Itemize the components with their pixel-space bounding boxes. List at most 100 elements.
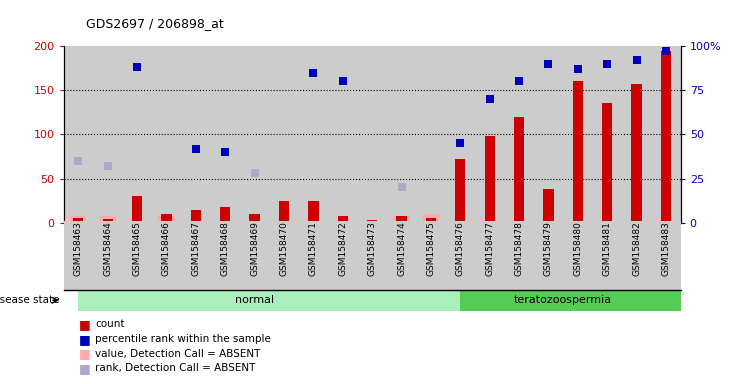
Bar bbox=[563, 46, 592, 223]
Bar bbox=[660, 51, 671, 223]
Text: GDS2697 / 206898_at: GDS2697 / 206898_at bbox=[86, 17, 224, 30]
Bar bbox=[337, 216, 348, 223]
Bar bbox=[460, 290, 696, 311]
Bar bbox=[652, 221, 681, 290]
Bar bbox=[446, 221, 475, 290]
Bar bbox=[102, 219, 113, 223]
Bar bbox=[298, 221, 328, 290]
Text: disease state: disease state bbox=[0, 295, 60, 305]
Text: ■: ■ bbox=[79, 362, 91, 375]
Text: ■: ■ bbox=[79, 347, 91, 360]
Text: GSM158473: GSM158473 bbox=[367, 221, 377, 276]
Bar bbox=[79, 290, 460, 311]
Text: GSM158477: GSM158477 bbox=[485, 221, 494, 276]
Bar bbox=[387, 221, 416, 290]
Bar bbox=[132, 196, 142, 223]
Bar bbox=[328, 46, 358, 223]
Bar bbox=[652, 46, 681, 223]
Bar bbox=[387, 46, 416, 223]
Text: GSM158469: GSM158469 bbox=[250, 221, 259, 276]
Bar bbox=[475, 46, 504, 223]
Bar bbox=[220, 207, 230, 223]
Bar bbox=[396, 216, 407, 223]
Bar bbox=[162, 214, 171, 223]
Bar bbox=[426, 218, 436, 223]
Bar bbox=[249, 214, 260, 223]
Text: GSM158465: GSM158465 bbox=[132, 221, 141, 276]
Bar bbox=[123, 46, 152, 223]
Bar bbox=[485, 136, 495, 223]
Bar bbox=[240, 221, 269, 290]
Bar bbox=[191, 210, 201, 223]
Bar bbox=[269, 221, 298, 290]
Text: GSM158468: GSM158468 bbox=[221, 221, 230, 276]
Bar bbox=[622, 221, 652, 290]
Text: GSM158470: GSM158470 bbox=[280, 221, 289, 276]
Bar bbox=[298, 46, 328, 223]
Text: GSM158466: GSM158466 bbox=[162, 221, 171, 276]
Bar bbox=[358, 46, 387, 223]
Bar bbox=[64, 221, 93, 290]
Bar bbox=[475, 221, 504, 290]
Text: GSM158464: GSM158464 bbox=[103, 221, 112, 276]
Bar bbox=[534, 46, 563, 223]
Bar bbox=[181, 46, 210, 223]
Text: GSM158476: GSM158476 bbox=[456, 221, 465, 276]
Text: GSM158472: GSM158472 bbox=[338, 221, 347, 276]
Text: normal: normal bbox=[235, 295, 275, 306]
Bar bbox=[308, 200, 319, 223]
Bar bbox=[416, 221, 446, 290]
Bar bbox=[592, 221, 622, 290]
Bar bbox=[93, 221, 123, 290]
Text: GSM158483: GSM158483 bbox=[661, 221, 670, 276]
Bar bbox=[99, 216, 116, 223]
Bar bbox=[504, 46, 534, 223]
Bar bbox=[416, 46, 446, 223]
Bar bbox=[622, 46, 652, 223]
Bar bbox=[367, 220, 377, 223]
Bar bbox=[631, 84, 642, 223]
Text: count: count bbox=[95, 319, 124, 329]
Bar bbox=[393, 216, 410, 223]
Bar bbox=[446, 46, 475, 223]
Text: GSM158475: GSM158475 bbox=[426, 221, 435, 276]
Bar bbox=[592, 46, 622, 223]
Bar bbox=[210, 221, 240, 290]
Bar bbox=[543, 189, 554, 223]
Bar bbox=[534, 221, 563, 290]
Bar bbox=[423, 214, 439, 223]
Bar bbox=[181, 221, 210, 290]
Text: GSM158481: GSM158481 bbox=[603, 221, 612, 276]
Text: GSM158463: GSM158463 bbox=[74, 221, 83, 276]
Text: teratozoospermia: teratozoospermia bbox=[514, 295, 612, 306]
Text: GSM158479: GSM158479 bbox=[544, 221, 553, 276]
Text: ■: ■ bbox=[79, 333, 91, 346]
Bar bbox=[358, 221, 387, 290]
Bar bbox=[123, 221, 152, 290]
Bar bbox=[93, 46, 123, 223]
Bar bbox=[64, 46, 93, 223]
Text: GSM158471: GSM158471 bbox=[309, 221, 318, 276]
Text: GSM158480: GSM158480 bbox=[573, 221, 583, 276]
Bar bbox=[73, 218, 84, 223]
Text: rank, Detection Call = ABSENT: rank, Detection Call = ABSENT bbox=[95, 363, 255, 373]
Bar bbox=[152, 221, 181, 290]
Bar bbox=[455, 159, 465, 223]
Bar bbox=[573, 81, 583, 223]
Text: ■: ■ bbox=[79, 318, 91, 331]
Bar bbox=[279, 200, 289, 223]
Bar bbox=[210, 46, 240, 223]
Text: GSM158478: GSM158478 bbox=[515, 221, 524, 276]
Bar bbox=[328, 221, 358, 290]
Bar bbox=[70, 216, 86, 223]
Bar bbox=[240, 46, 269, 223]
Bar bbox=[504, 221, 534, 290]
Text: percentile rank within the sample: percentile rank within the sample bbox=[95, 334, 271, 344]
Bar bbox=[514, 117, 524, 223]
Bar bbox=[159, 216, 174, 223]
Bar bbox=[563, 221, 592, 290]
Bar bbox=[602, 103, 613, 223]
Text: GSM158482: GSM158482 bbox=[632, 221, 641, 276]
Bar bbox=[269, 46, 298, 223]
Text: GSM158467: GSM158467 bbox=[191, 221, 200, 276]
